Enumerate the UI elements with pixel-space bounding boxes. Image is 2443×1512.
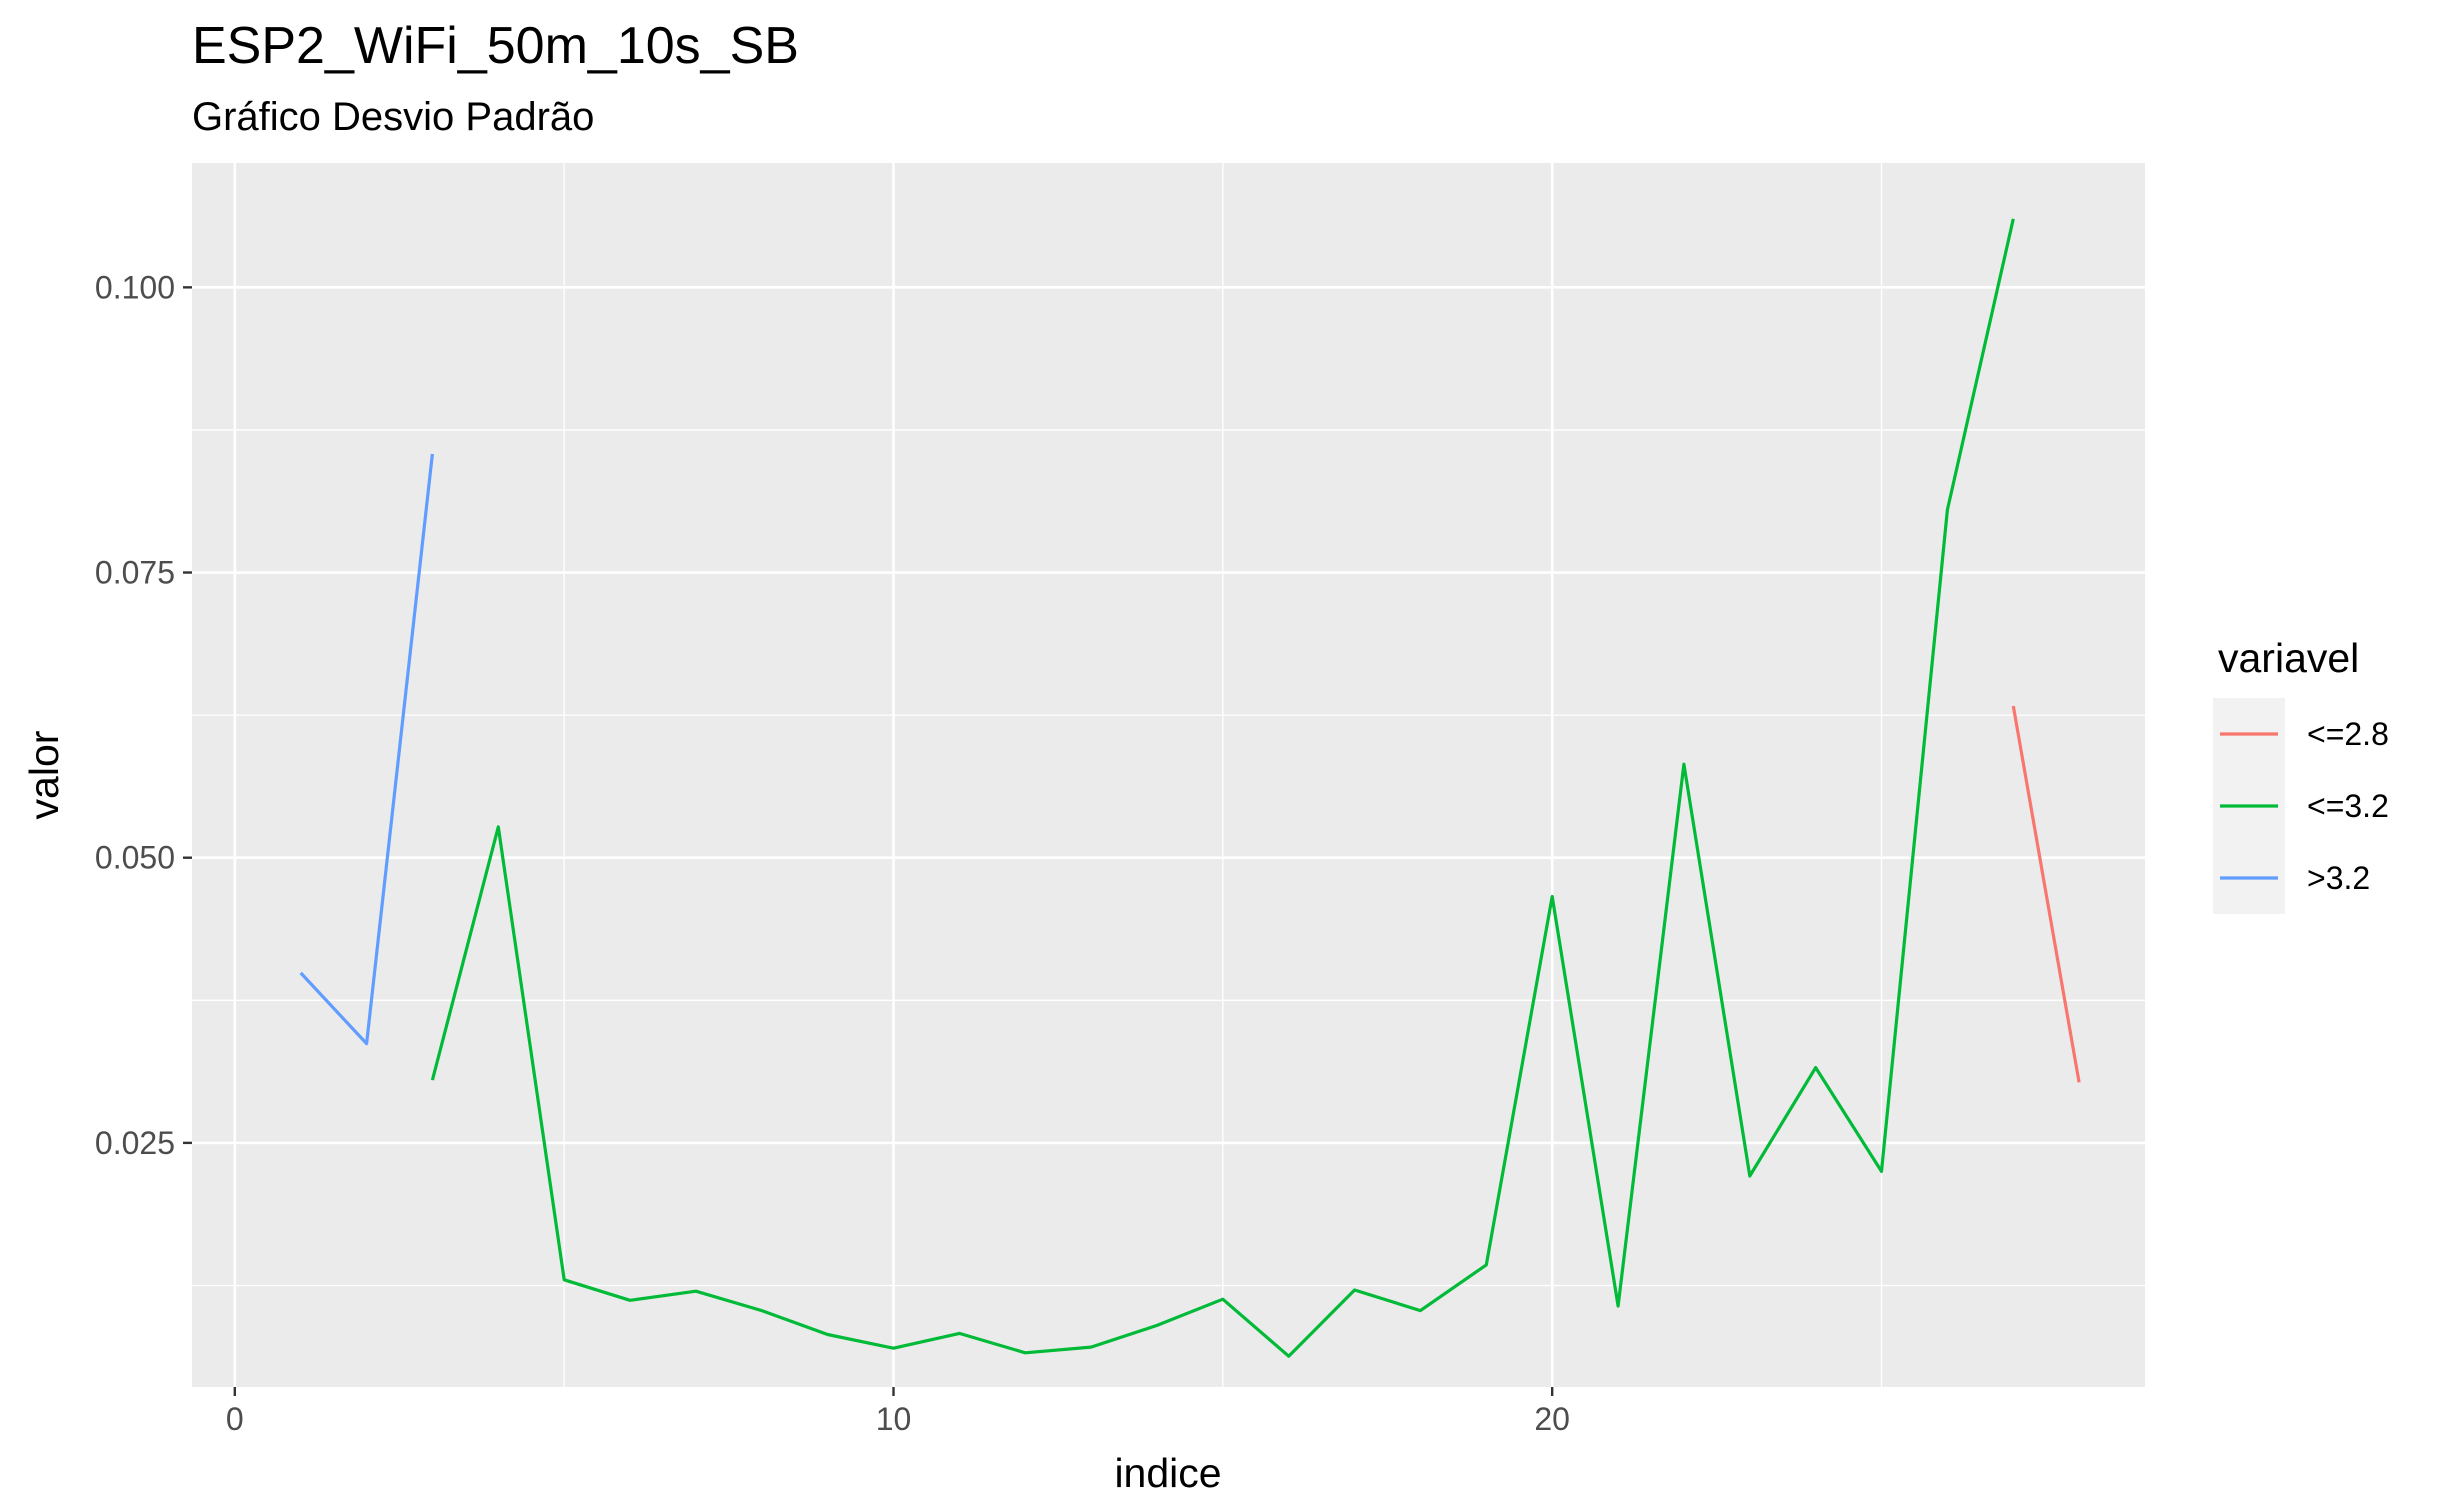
series-line (299, 453, 434, 1046)
legend-label: <=3.2 (2307, 788, 2389, 824)
legend: variavel <=2.8 <=3.2 >3.2 (2213, 635, 2389, 914)
axis-ticks (183, 286, 1554, 1396)
grid-major (192, 163, 2145, 1387)
grid-minor (192, 163, 2145, 1387)
plot-panel (192, 163, 2145, 1387)
chart-title: ESP2_WiFi_50m_10s_SB (192, 17, 799, 75)
legend-label: <=2.8 (2307, 716, 2389, 752)
y-tick-label: 0.075 (95, 555, 175, 591)
x-tick-label: 0 (226, 1401, 244, 1437)
legend-items: <=2.8 <=3.2 >3.2 (2213, 698, 2389, 914)
y-tick-label: 0.025 (95, 1125, 175, 1161)
series-line (430, 218, 2015, 1358)
x-tick-label: 10 (876, 1401, 912, 1437)
y-axis-title: valor (21, 731, 67, 820)
y-tick-label: 0.100 (95, 269, 175, 305)
x-axis-title: indice (1114, 1450, 1221, 1496)
x-tick-label: 20 (1534, 1401, 1570, 1437)
legend-label: >3.2 (2307, 860, 2370, 896)
tick-labels: 0 10 20 0.025 0.050 0.075 0.100 (95, 269, 1570, 1437)
legend-title: variavel (2218, 635, 2359, 681)
chart-subtitle: Gráfico Desvio Padrão (192, 95, 594, 139)
series-line (2011, 705, 2081, 1083)
y-tick-label: 0.050 (95, 840, 175, 876)
series-layer (299, 218, 2081, 1358)
